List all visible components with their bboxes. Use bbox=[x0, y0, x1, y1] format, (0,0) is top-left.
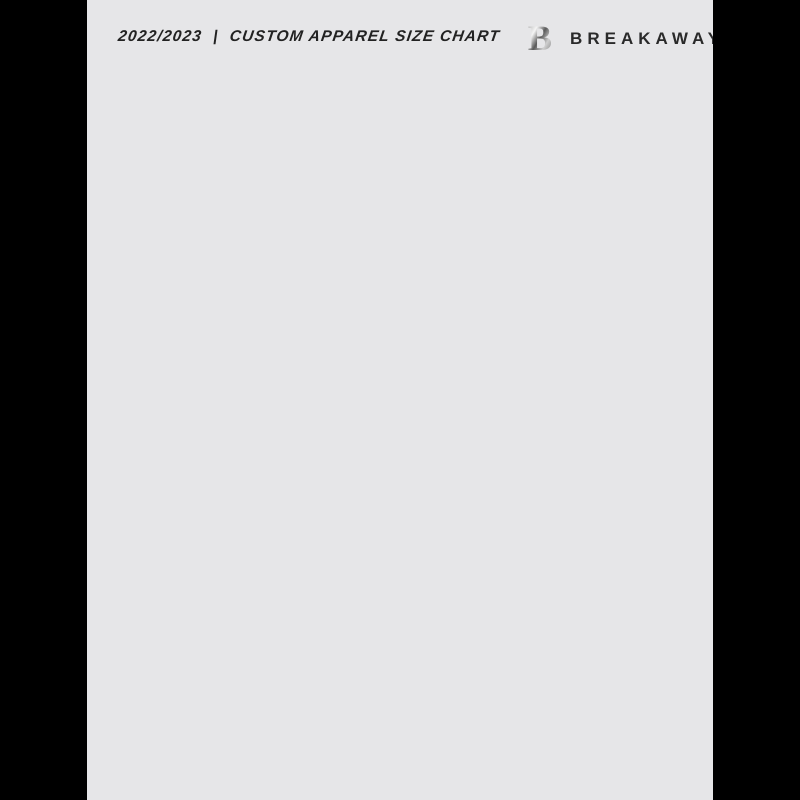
svg-text:B: B bbox=[528, 20, 552, 58]
